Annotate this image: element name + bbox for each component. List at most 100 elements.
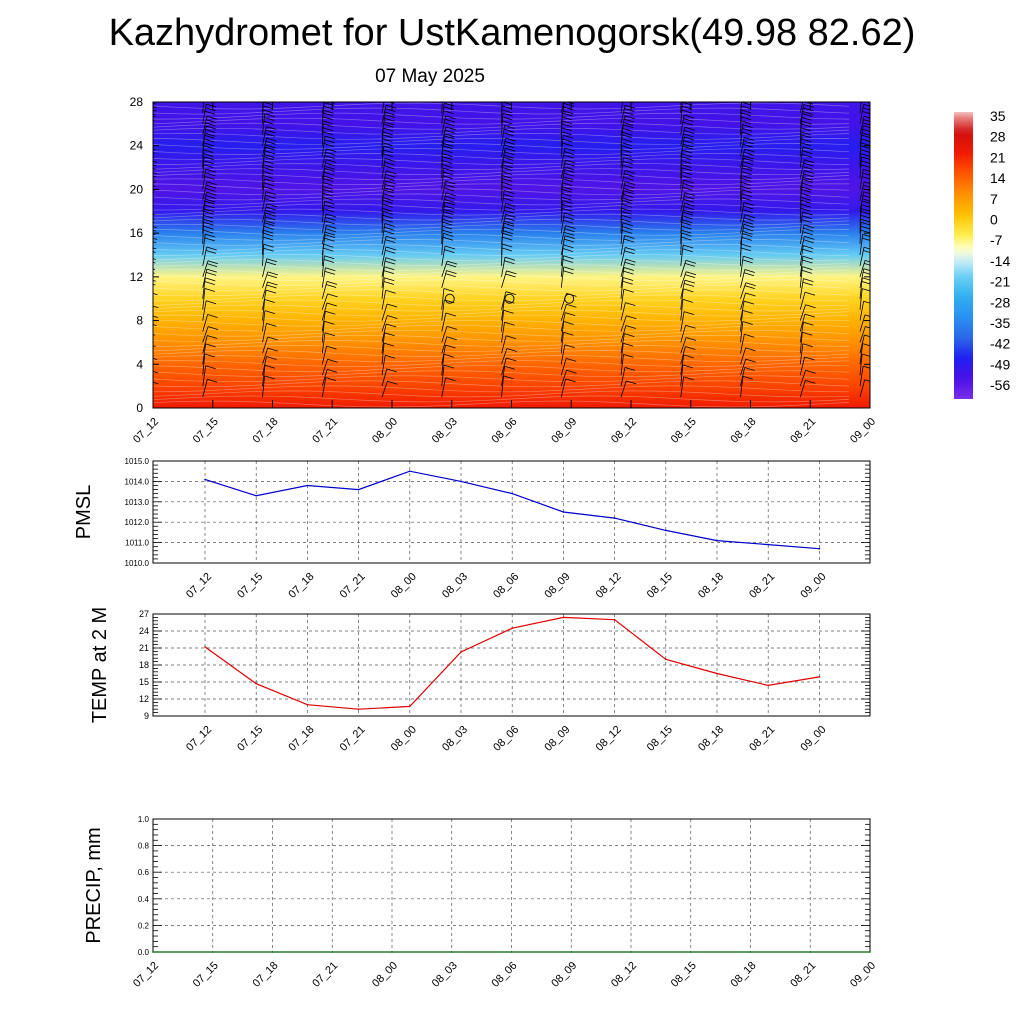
wind-barb-feather	[153, 115, 156, 118]
wind-barb	[202, 326, 219, 343]
wind-barb-feather	[742, 231, 753, 235]
wind-barb	[381, 246, 397, 267]
wind-barb-feather	[682, 143, 694, 148]
wind-barb-feather	[324, 165, 335, 170]
data-point	[306, 484, 309, 487]
wind-barb-shaft	[799, 322, 804, 343]
wind-barb-shaft	[560, 378, 566, 398]
wind-barb	[321, 159, 337, 179]
wind-barb	[680, 211, 694, 234]
x-tick-label: 07_18	[251, 416, 281, 446]
wind-barb-shaft	[381, 290, 387, 310]
wind-barb-feather	[504, 256, 516, 261]
wind-barb-shaft	[381, 355, 386, 376]
wind-barb-shaft	[560, 159, 566, 179]
wind-barb-feather	[263, 243, 274, 248]
wind-barb-feather	[264, 178, 275, 183]
colorbar-label: 0	[990, 212, 998, 228]
wind-barb	[501, 299, 515, 321]
contour-line	[153, 304, 850, 312]
wind-barb-feather	[382, 218, 393, 223]
wind-barb-shaft	[560, 344, 566, 365]
wind-barb-feather	[563, 176, 574, 181]
wind-barb-feather	[561, 207, 573, 212]
wind-barb-feather	[562, 248, 574, 252]
wind-barb-shaft	[501, 257, 506, 277]
wind-barb-feather	[680, 164, 692, 168]
wind-barb-feather	[322, 178, 334, 182]
wind-barb-feather	[382, 214, 394, 219]
contour-line	[153, 132, 850, 140]
wind-barb-feather	[501, 109, 513, 114]
wind-barb-feather	[561, 116, 573, 121]
wind-barb-feather	[203, 210, 214, 215]
wind-barb-feather	[325, 162, 336, 167]
colorbar-label: 14	[990, 170, 1006, 186]
wind-barb-feather	[504, 299, 515, 304]
wind-barb-shaft	[202, 314, 208, 332]
wind-barb	[441, 180, 456, 201]
wind-barb-feather	[623, 124, 634, 129]
wind-barb-feather	[502, 167, 513, 171]
wind-barb-feather	[153, 145, 154, 146]
wind-barb-feather	[743, 140, 754, 145]
data-point	[212, 951, 214, 953]
wind-barb	[680, 102, 692, 113]
wind-barbs	[153, 94, 870, 398]
wind-barb-feather	[324, 332, 336, 337]
wind-barb-feather	[503, 95, 513, 98]
wind-barb-shaft	[501, 270, 507, 288]
wind-barb	[859, 104, 870, 124]
wind-barb-feather	[862, 198, 870, 202]
wind-barb-feather	[262, 232, 274, 237]
wind-barb	[620, 325, 637, 343]
wind-barb-feather	[803, 278, 814, 282]
contour-line	[153, 173, 850, 181]
wind-barb-feather	[802, 248, 813, 253]
wind-barb	[799, 304, 816, 321]
wind-barb-feather	[384, 266, 395, 271]
wind-barb-feather	[623, 288, 634, 293]
wind-barb-shaft	[740, 292, 746, 310]
wind-barb	[560, 321, 574, 343]
wind-barb-feather	[153, 102, 156, 105]
contour-line	[153, 395, 850, 403]
contour-line	[153, 390, 850, 398]
wind-barb	[560, 244, 574, 266]
wind-barb-shaft	[680, 354, 685, 376]
wind-barb-shaft	[262, 271, 269, 288]
wind-barb-feather	[153, 315, 159, 318]
y-tick-label: 9	[144, 711, 149, 721]
wind-barb-feather	[264, 150, 276, 155]
wind-barb-feather	[153, 258, 157, 260]
wind-barb-feather	[322, 196, 333, 201]
wind-barb-feather	[742, 310, 753, 314]
wind-barb-feather	[804, 94, 814, 97]
wind-barb-feather	[442, 145, 453, 150]
wind-barb-feather	[504, 206, 515, 211]
wind-barb	[740, 137, 755, 157]
temp-panel: 9 12 15 18 21 24 27 07_12 07_15 07_18 07_21 08_00 08…	[89, 607, 871, 754]
contour-line	[153, 284, 850, 292]
wind-barb-shaft	[560, 169, 565, 190]
calm-wind-marker	[564, 293, 575, 304]
wind-barb-shaft	[441, 377, 446, 398]
wind-barb-shaft	[740, 256, 744, 277]
wind-barb	[680, 279, 696, 299]
wind-barb	[501, 348, 518, 365]
wind-barb-feather	[444, 195, 456, 200]
wind-barb-feather	[563, 266, 574, 271]
wind-barb-shaft	[740, 321, 744, 343]
wind-barb-shaft	[441, 344, 446, 365]
wind-barb-feather	[682, 248, 693, 253]
wind-barb-feather	[623, 267, 635, 271]
wind-barb	[740, 223, 755, 245]
wind-barb	[799, 278, 814, 299]
wind-barb-feather	[502, 120, 513, 125]
wind-barb-feather	[264, 375, 275, 380]
wind-barb-shaft	[799, 102, 804, 114]
wind-barb	[620, 315, 637, 332]
wind-barb-feather	[863, 268, 870, 271]
wind-barb-feather	[802, 231, 813, 236]
wind-barb-shaft	[321, 225, 327, 245]
